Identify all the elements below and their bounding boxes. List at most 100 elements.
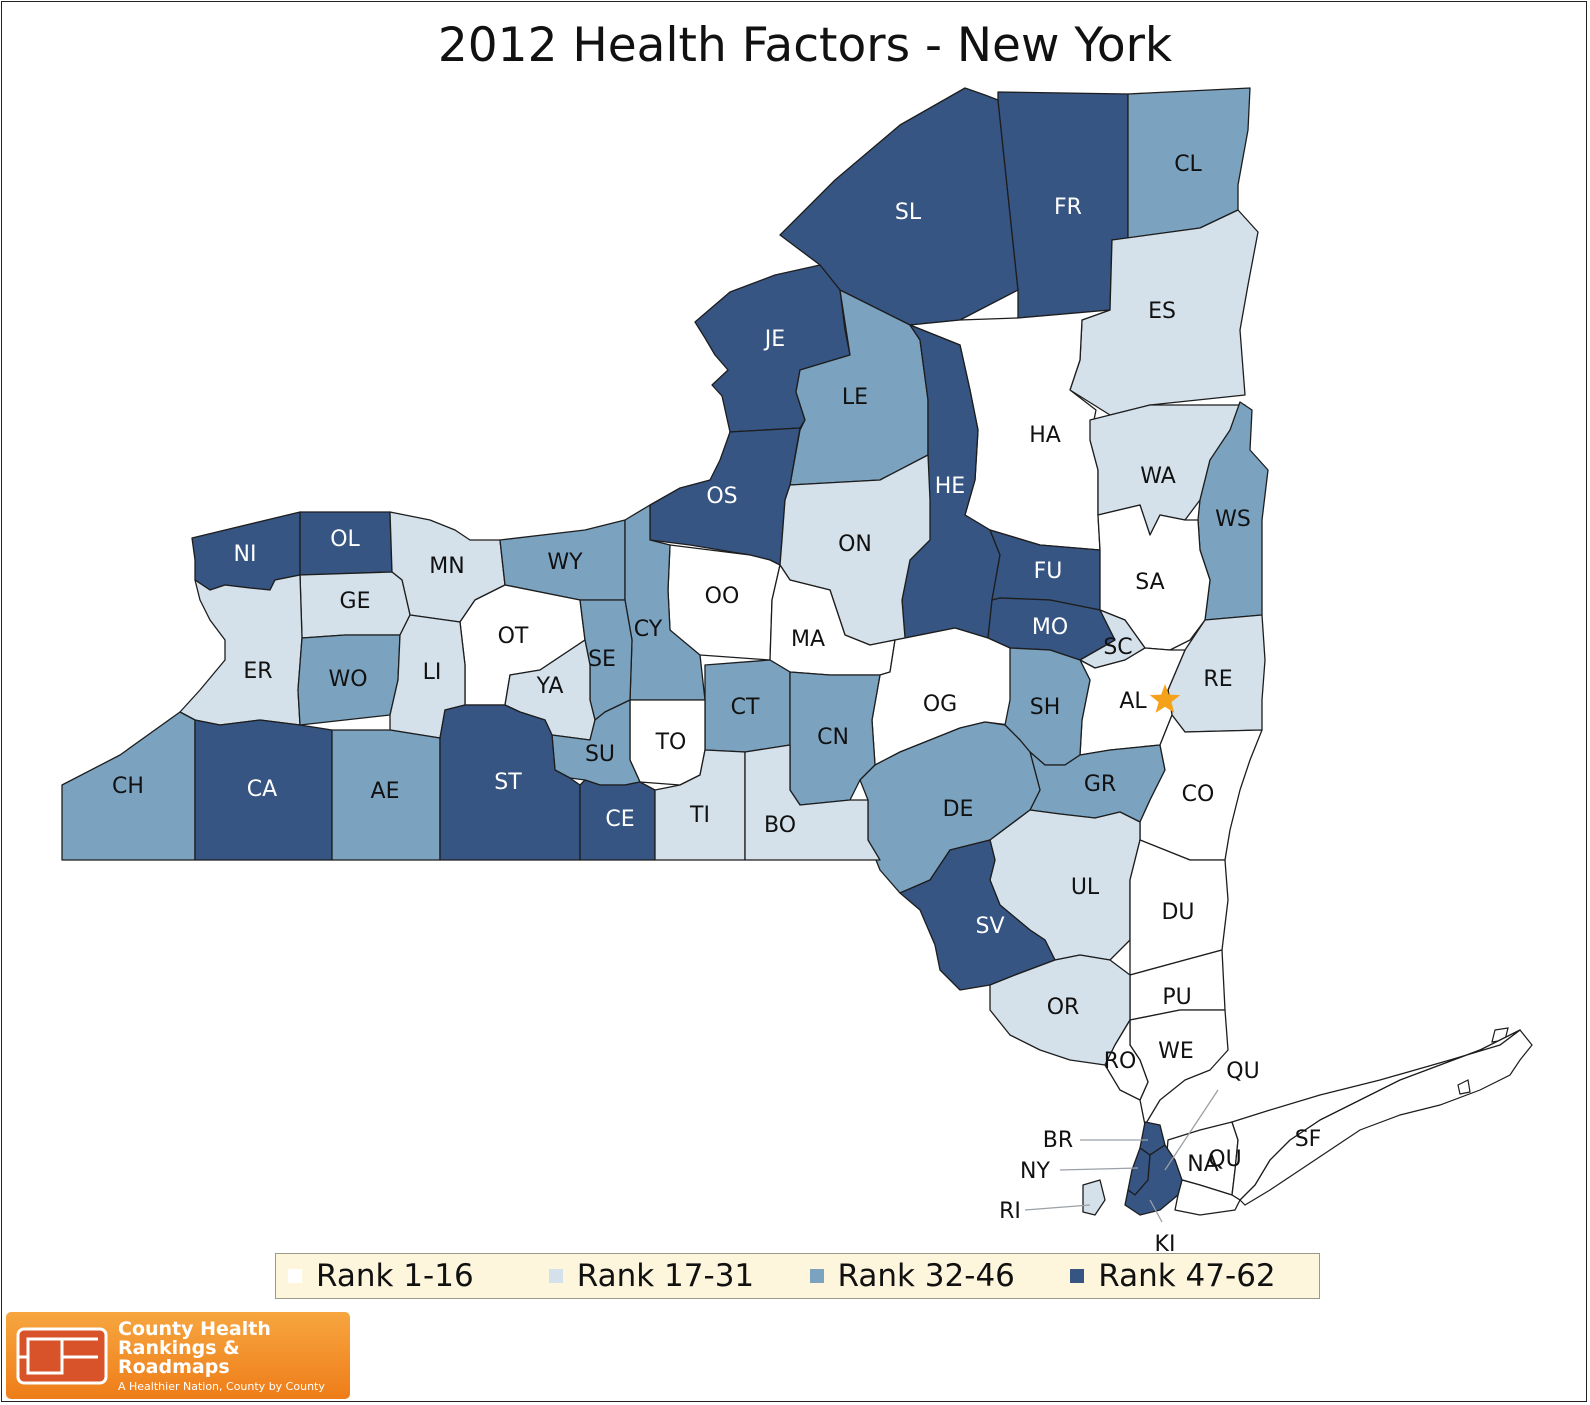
county-label-os: OS <box>706 484 737 509</box>
county-label-mn: MN <box>429 554 464 579</box>
county-label-ul: UL <box>1071 875 1100 900</box>
county-label-or: OR <box>1047 995 1080 1020</box>
county-label-al: AL <box>1119 689 1147 714</box>
legend-label-rank-32-46: Rank 32-46 <box>837 1258 1015 1294</box>
county-ce[interactable] <box>579 779 656 861</box>
county-ro[interactable] <box>1104 1019 1149 1101</box>
coast-outline <box>1457 1079 1471 1095</box>
county-label-to: TO <box>655 730 687 755</box>
county-label-ol: OL <box>330 527 360 552</box>
legend-label-rank-17-31: Rank 17-31 <box>576 1258 755 1294</box>
county-er[interactable] <box>179 574 303 726</box>
county-label-he: HE <box>935 474 965 499</box>
county-de[interactable] <box>859 721 1041 894</box>
legend-swatch-rank-47-62 <box>1070 1269 1085 1283</box>
county-label-mo: MO <box>1032 615 1068 640</box>
county-label-wa: WA <box>1140 464 1176 489</box>
county-label-sc: SC <box>1103 635 1132 660</box>
county-label-ri: RI <box>999 1199 1021 1224</box>
county-label-je: JE <box>763 327 785 352</box>
county-label-bo: BO <box>764 813 796 838</box>
county-label-ti: TI <box>689 803 710 828</box>
county-label-se: SE <box>588 647 616 672</box>
legend-item-rank-1-16: Rank 1-16 <box>288 1258 537 1294</box>
map-title: 2012 Health Factors - New York <box>437 18 1173 73</box>
county-label-ki: KI <box>1155 1232 1176 1257</box>
county-label-ce: CE <box>605 807 634 832</box>
county-na[interactable] <box>1174 1179 1241 1216</box>
logo-text: County Health Rankings & Roadmaps A Heal… <box>118 1317 350 1393</box>
county-ri[interactable] <box>1082 1179 1106 1216</box>
county-label-fr: FR <box>1054 195 1082 220</box>
legend: Rank 1-16 Rank 17-31 Rank 32-46 Rank 47-… <box>275 1253 1320 1299</box>
legend-item-rank-47-62: Rank 47-62 <box>1070 1258 1319 1294</box>
capital-star-icon <box>1149 684 1181 713</box>
county-label-cn: CN <box>817 725 849 750</box>
county-label-wy: WY <box>547 550 583 575</box>
county-ki[interactable] <box>1124 1144 1183 1216</box>
county-co[interactable] <box>1139 714 1263 861</box>
county-label-na: NA <box>1187 1152 1219 1177</box>
legend-item-rank-32-46: Rank 32-46 <box>809 1258 1059 1294</box>
county-label-du: DU <box>1161 900 1194 925</box>
county-label-ge: GE <box>340 589 371 614</box>
county-label-su: SU <box>585 742 615 767</box>
county-label-ny: NY <box>1020 1159 1050 1184</box>
legend-label-rank-47-62: Rank 47-62 <box>1098 1258 1276 1294</box>
logo-line-2: Rankings & Roadmaps <box>118 1336 240 1378</box>
county-label-sf: SF <box>1295 1127 1322 1152</box>
legend-swatch-rank-1-16 <box>288 1269 302 1283</box>
logo-line-1: County Health <box>118 1317 271 1340</box>
county-label-st: ST <box>494 770 522 795</box>
county-label-ws: WS <box>1215 507 1251 532</box>
county-label-ca: CA <box>247 777 277 802</box>
county-label-er: ER <box>243 659 272 684</box>
county-label-sh: SH <box>1030 695 1061 720</box>
leader-line-ny <box>1059 1167 1139 1171</box>
county-label-sa: SA <box>1135 570 1164 595</box>
county-label-le: LE <box>842 385 868 410</box>
county-label-de: DE <box>943 797 974 822</box>
leader-line-ki <box>1149 1199 1163 1223</box>
county-ti[interactable] <box>654 749 746 861</box>
logo-tagline: A Healthier Nation, County by County <box>118 1379 325 1393</box>
county-label-ha: HA <box>1029 423 1061 448</box>
county-label-ro: RO <box>1104 1049 1137 1074</box>
leader-line-qu <box>1164 1089 1219 1171</box>
county-label-fu: FU <box>1034 559 1063 584</box>
county-health-rankings-logo: County Health Rankings & Roadmaps A Heal… <box>6 1312 350 1399</box>
county-label-cy: CY <box>634 617 663 642</box>
legend-item-rank-17-31: Rank 17-31 <box>548 1258 798 1294</box>
county-label-cl: CL <box>1174 152 1202 177</box>
county-we[interactable] <box>1129 1009 1229 1126</box>
county-bo[interactable] <box>744 744 881 861</box>
county-label-qu: QU <box>1226 1059 1259 1084</box>
county-label-ni: NI <box>234 542 257 567</box>
county-label-es: ES <box>1148 299 1176 324</box>
county-label-ae: AE <box>371 779 400 804</box>
county-label-re: RE <box>1203 667 1232 692</box>
legend-label-rank-1-16: Rank 1-16 <box>316 1258 474 1294</box>
county-label-ch: CH <box>112 774 144 799</box>
county-label-ct: CT <box>731 695 760 720</box>
county-label-og: OG <box>923 692 957 717</box>
logo-map-icon <box>16 1327 108 1385</box>
county-label-pu: PU <box>1162 985 1191 1010</box>
county-label-we: WE <box>1158 1039 1194 1064</box>
county-label-gr: GR <box>1084 772 1116 797</box>
county-label-ot: OT <box>498 624 529 649</box>
county-label-br: BR <box>1043 1128 1073 1153</box>
county-label-on: ON <box>838 532 872 557</box>
county-ca[interactable] <box>194 719 333 861</box>
county-label-oo: OO <box>705 584 740 609</box>
leader-line-ri <box>1024 1204 1091 1211</box>
legend-swatch-rank-32-46 <box>809 1269 824 1283</box>
legend-swatch-rank-17-31 <box>548 1269 563 1283</box>
county-label-qu: QU <box>1208 1147 1241 1172</box>
county-label-sl: SL <box>895 200 922 225</box>
county-label-ya: YA <box>536 674 564 699</box>
county-label-li: LI <box>423 660 442 685</box>
county-label-co: CO <box>1182 782 1215 807</box>
